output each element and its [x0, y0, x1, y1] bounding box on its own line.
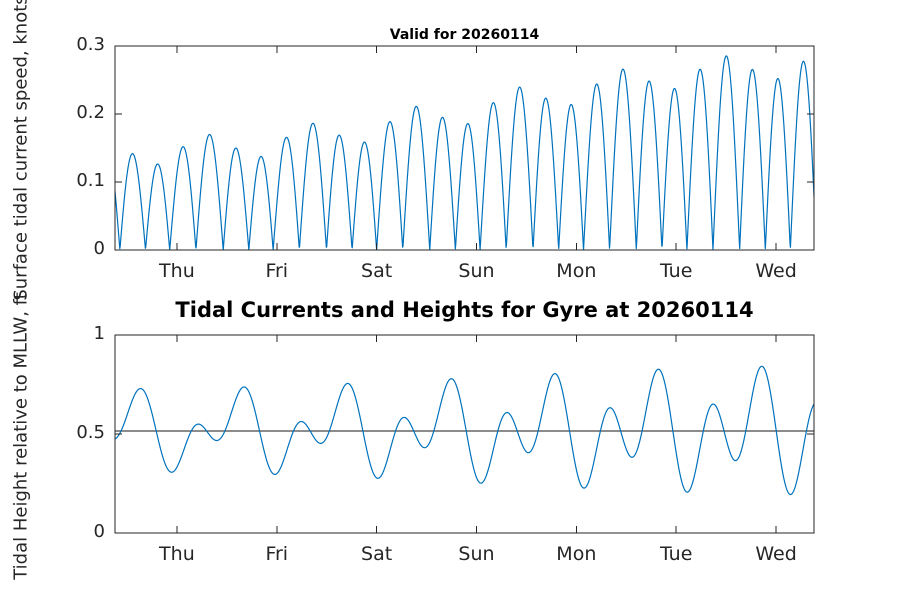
- top-plot-title: Valid for 20260114: [389, 27, 540, 43]
- x-tick-label: Tue: [659, 543, 693, 565]
- bottom-y-axis-label: Tidal Height relative to MLLW, ft: [10, 292, 32, 580]
- y-tick-label: 0.1: [76, 170, 105, 191]
- x-tick-label: Sat: [361, 260, 393, 282]
- x-tick-label: Fri: [265, 260, 289, 282]
- y-tick-label: 0.3: [76, 34, 105, 55]
- tide-height-curve: [114, 365, 815, 496]
- axes-frame: [114, 334, 815, 534]
- y-tick-label: 0: [93, 238, 105, 259]
- x-tick-label: Thu: [159, 260, 195, 282]
- x-tick-label: Tue: [659, 260, 693, 282]
- y-tick-label: 0.2: [76, 102, 105, 123]
- x-tick-label: Fri: [265, 543, 289, 565]
- x-tick-label: Mon: [556, 260, 597, 282]
- y-tick-label: 0.5: [76, 422, 105, 443]
- x-tick-label: Thu: [159, 543, 195, 565]
- y-tick-label: 0: [93, 521, 105, 542]
- x-tick-label: Mon: [556, 543, 597, 565]
- x-tick-label: Sat: [361, 543, 393, 565]
- x-tick-label: Sun: [458, 543, 495, 565]
- axes-frame: [114, 45, 815, 251]
- current-speed-curve: [114, 55, 815, 251]
- top-y-axis-label: Surface tidal current speed, knots: [10, 0, 32, 301]
- x-tick-label: Wed: [755, 543, 797, 565]
- main-title: Tidal Currents and Heights for Gyre at 2…: [175, 298, 754, 322]
- x-tick-label: Wed: [755, 260, 797, 282]
- x-tick-label: Sun: [458, 260, 495, 282]
- y-tick-label: 1: [93, 323, 105, 344]
